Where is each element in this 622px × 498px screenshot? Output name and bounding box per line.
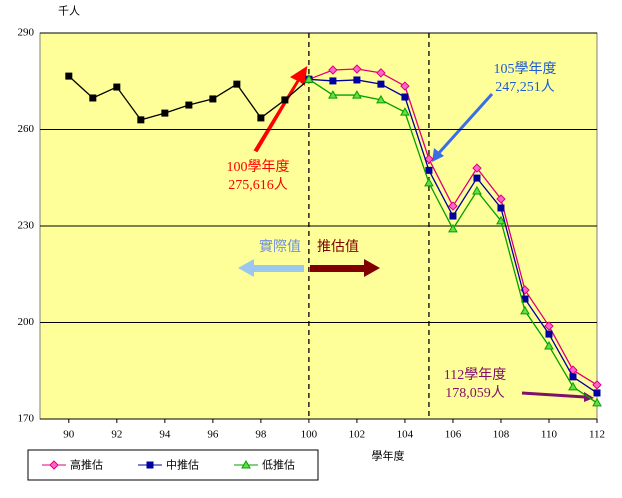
- marker: [400, 81, 410, 91]
- marker: [376, 94, 386, 104]
- marker: [328, 65, 338, 75]
- x-tick-label: 108: [493, 429, 510, 441]
- marker: [544, 340, 554, 350]
- y-unit: 千人: [58, 5, 80, 18]
- marker: [49, 460, 59, 470]
- x-tick-label: 100: [301, 429, 318, 441]
- annotation: 100學年度: [227, 159, 290, 175]
- annotation: 推估值: [317, 239, 359, 255]
- marker: [401, 93, 409, 101]
- marker: [137, 116, 145, 124]
- marker: [146, 461, 154, 469]
- y-tick-label: 230: [18, 220, 35, 232]
- marker: [449, 212, 457, 220]
- marker: [472, 163, 482, 173]
- x-tick-label: 98: [255, 429, 267, 441]
- marker: [304, 74, 314, 83]
- marker: [545, 330, 553, 338]
- marker: [376, 68, 386, 78]
- annotation: 178,059人: [445, 385, 505, 401]
- x-tick-label: 92: [111, 429, 122, 441]
- marker: [352, 64, 362, 74]
- annotation: 實際值: [259, 238, 301, 255]
- arrow: [253, 66, 308, 153]
- marker: [569, 373, 577, 381]
- marker: [353, 76, 361, 84]
- marker: [592, 380, 602, 390]
- marker: [448, 223, 458, 233]
- marker: [544, 321, 554, 331]
- x-tick-label: 104: [397, 429, 414, 441]
- arrow: [252, 265, 304, 272]
- y-tick-label: 290: [18, 27, 35, 39]
- arrow: [521, 391, 586, 399]
- marker: [281, 96, 289, 104]
- arrow-head: [432, 148, 444, 162]
- marker: [568, 381, 578, 391]
- legend: [27, 449, 319, 481]
- marker: [592, 397, 602, 407]
- legend-label: 高推估: [70, 458, 103, 472]
- marker: [448, 201, 458, 211]
- legend-label: 低推估: [262, 458, 295, 472]
- marker: [593, 389, 601, 397]
- marker: [65, 72, 73, 80]
- marker: [185, 101, 193, 109]
- marker: [424, 154, 434, 164]
- arrow: [310, 265, 366, 272]
- marker: [400, 107, 410, 116]
- x-tick-label: 110: [541, 429, 558, 441]
- y-tick-label: 200: [18, 316, 35, 328]
- marker: [425, 166, 433, 174]
- marker: [113, 83, 121, 91]
- arrow-head: [364, 259, 380, 277]
- marker: [241, 459, 251, 469]
- marker: [424, 177, 434, 187]
- y-tick-label: 260: [18, 123, 35, 135]
- marker: [521, 295, 529, 303]
- marker: [520, 305, 530, 315]
- legend-label: 中推估: [166, 458, 199, 472]
- marker: [328, 90, 338, 99]
- arrow: [436, 92, 494, 156]
- marker: [257, 114, 265, 122]
- marker: [472, 185, 482, 195]
- annotation: 105學年度: [494, 61, 557, 77]
- annotation: 112學年度: [444, 367, 506, 383]
- annotation: 275,616人: [228, 177, 288, 193]
- x-tick-label: 112: [589, 429, 605, 441]
- marker: [89, 94, 97, 102]
- arrow-head: [238, 259, 254, 277]
- marker: [209, 95, 217, 103]
- x-axis-label: 學年度: [372, 449, 405, 463]
- marker: [161, 109, 169, 117]
- marker: [473, 174, 481, 182]
- marker: [233, 80, 241, 88]
- x-tick-label: 96: [207, 429, 219, 441]
- x-tick-label: 102: [349, 429, 366, 441]
- marker: [496, 215, 506, 225]
- x-tick-label: 106: [445, 429, 462, 441]
- marker: [497, 204, 505, 212]
- x-tick-label: 90: [63, 429, 75, 441]
- marker: [496, 194, 506, 204]
- marker: [352, 90, 362, 99]
- x-tick-label: 94: [159, 429, 171, 441]
- annotation: 247,251人: [495, 79, 555, 95]
- marker: [329, 77, 337, 85]
- marker: [377, 80, 385, 88]
- y-tick-label: 170: [18, 413, 35, 425]
